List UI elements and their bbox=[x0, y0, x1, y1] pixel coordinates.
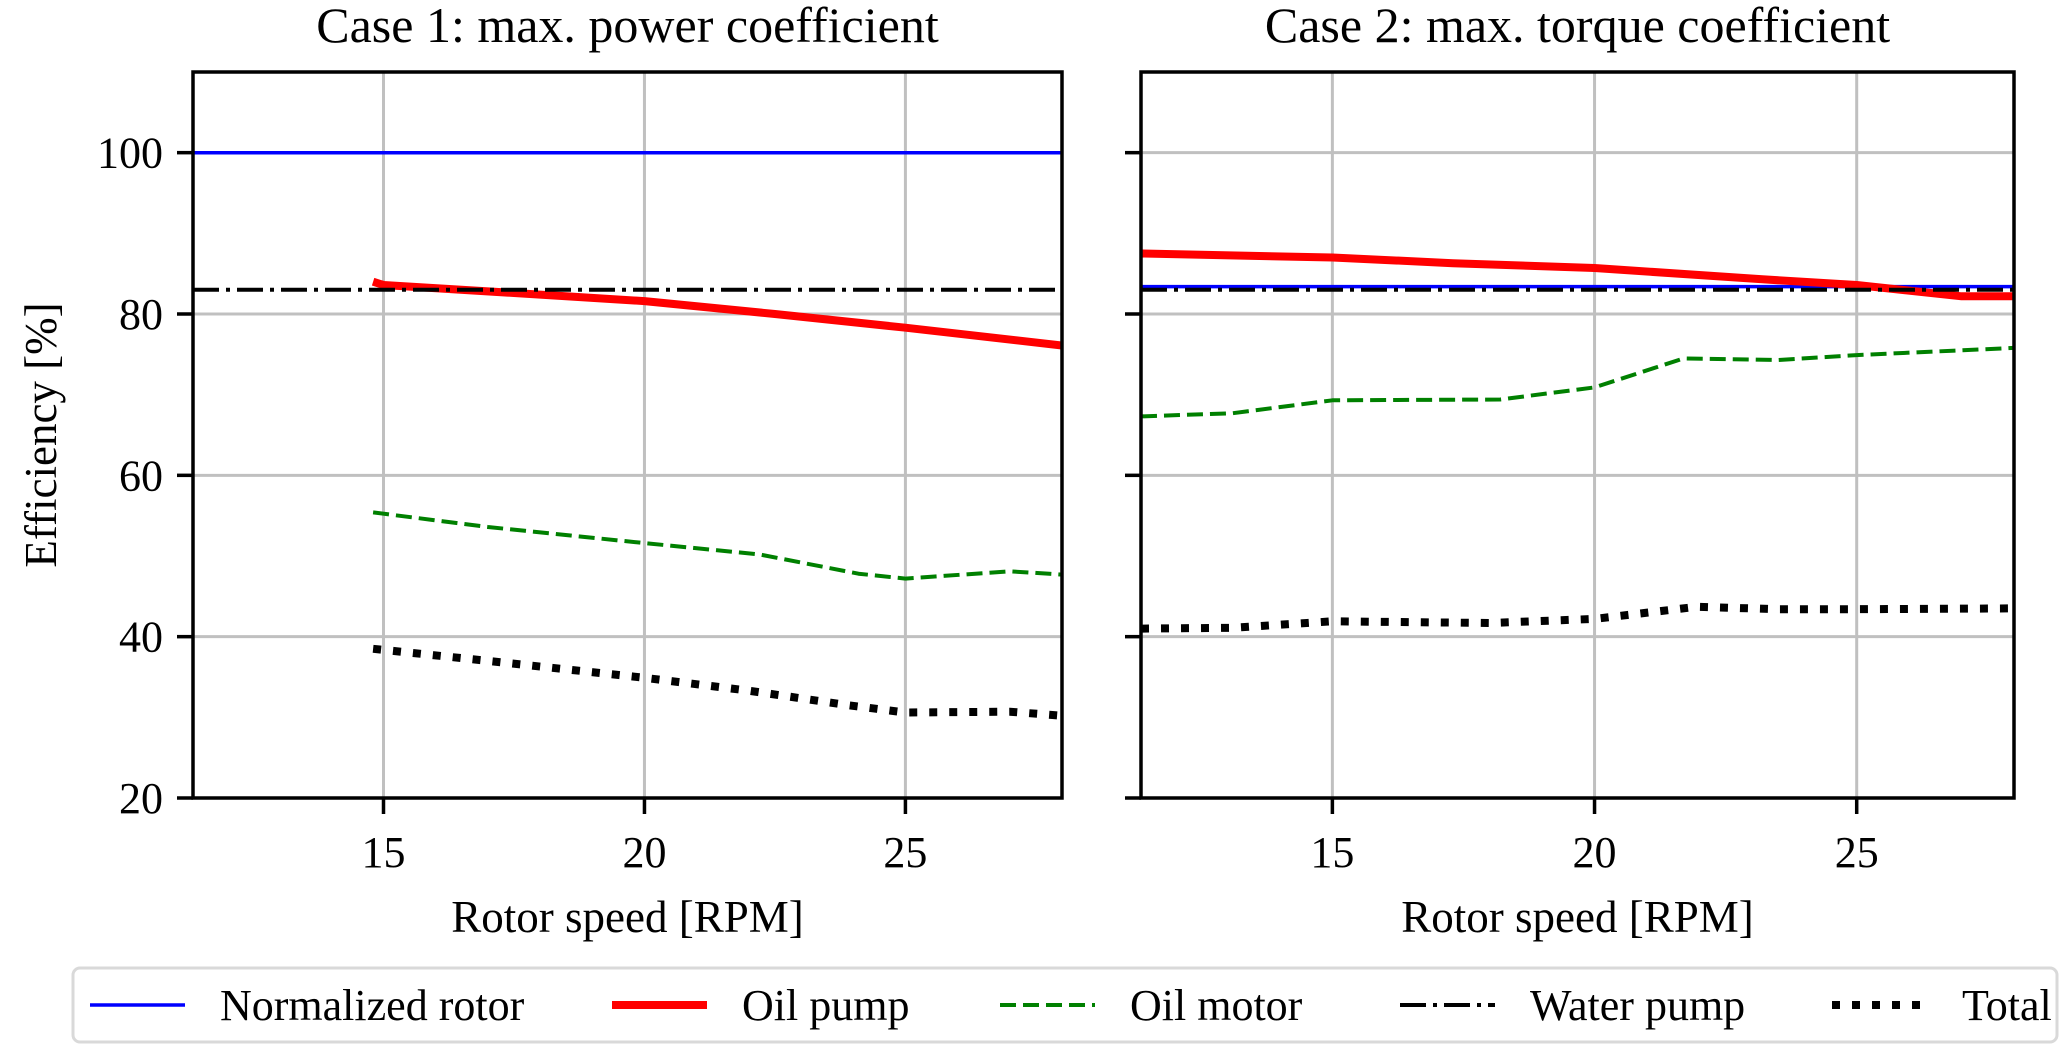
y-tick-label: 40 bbox=[119, 613, 163, 662]
legend-label: Oil pump bbox=[742, 981, 909, 1030]
x-tick-label: 15 bbox=[1310, 828, 1354, 877]
gridlines bbox=[193, 72, 1062, 800]
axes-frame bbox=[191, 70, 1064, 800]
series-line-oil-pump bbox=[1141, 249, 2014, 301]
x-axis-label: Rotor speed [RPM] bbox=[451, 892, 804, 942]
legend-label: Oil motor bbox=[1130, 981, 1303, 1030]
legend: Normalized rotor Oil pump Oil motor Water p… bbox=[71, 966, 2059, 1044]
panel-title: Case 2: max. torque coefficient bbox=[1265, 0, 1890, 53]
y-tick-label: 100 bbox=[97, 129, 163, 178]
axes-frame bbox=[1139, 70, 2016, 800]
panel-case-1: Case 1: max. power coefficient 15 20 25 20 40… bbox=[16, 0, 1064, 942]
y-tick-label: 60 bbox=[119, 451, 163, 500]
x-tick-label: 20 bbox=[1573, 828, 1617, 877]
legend-item-total: Total bbox=[1832, 981, 2052, 1030]
legend-item-water-pump: Water pump bbox=[1400, 981, 1745, 1030]
y-axis-label: Efficiency [%] bbox=[16, 302, 66, 567]
legend-label: Water pump bbox=[1530, 981, 1745, 1030]
y-tick-label: 20 bbox=[119, 774, 163, 823]
series-line-total bbox=[372, 644, 1062, 720]
series-line-oil-pump bbox=[371, 277, 1062, 350]
panel-title: Case 1: max. power coefficient bbox=[316, 0, 939, 53]
legend-item-normalized-rotor: Normalized rotor bbox=[90, 981, 525, 1030]
series-group bbox=[1141, 249, 2014, 633]
y-tick-label: 80 bbox=[119, 290, 163, 339]
panel-case-2: Case 2: max. torque coefficient 15 20 25 Rot… bbox=[1125, 0, 2016, 942]
legend-item-oil-pump: Oil pump bbox=[612, 981, 909, 1030]
legend-frame bbox=[71, 966, 2059, 1044]
series-line-oil-motor bbox=[372, 510, 1062, 581]
series-group bbox=[193, 150, 1062, 720]
x-tick-label: 25 bbox=[883, 828, 927, 877]
legend-item-oil-motor: Oil motor bbox=[1000, 981, 1303, 1030]
series-line-oil-motor bbox=[1141, 345, 2014, 419]
x-axis-label: Rotor speed [RPM] bbox=[1401, 892, 1754, 942]
x-tick-label: 25 bbox=[1835, 828, 1879, 877]
x-tick-label: 20 bbox=[622, 828, 666, 877]
x-tick-label: 15 bbox=[362, 828, 406, 877]
legend-label: Normalized rotor bbox=[220, 981, 525, 1030]
legend-label: Total bbox=[1962, 981, 2052, 1030]
series-line-total bbox=[1141, 602, 2014, 633]
gridlines bbox=[1141, 72, 2014, 800]
